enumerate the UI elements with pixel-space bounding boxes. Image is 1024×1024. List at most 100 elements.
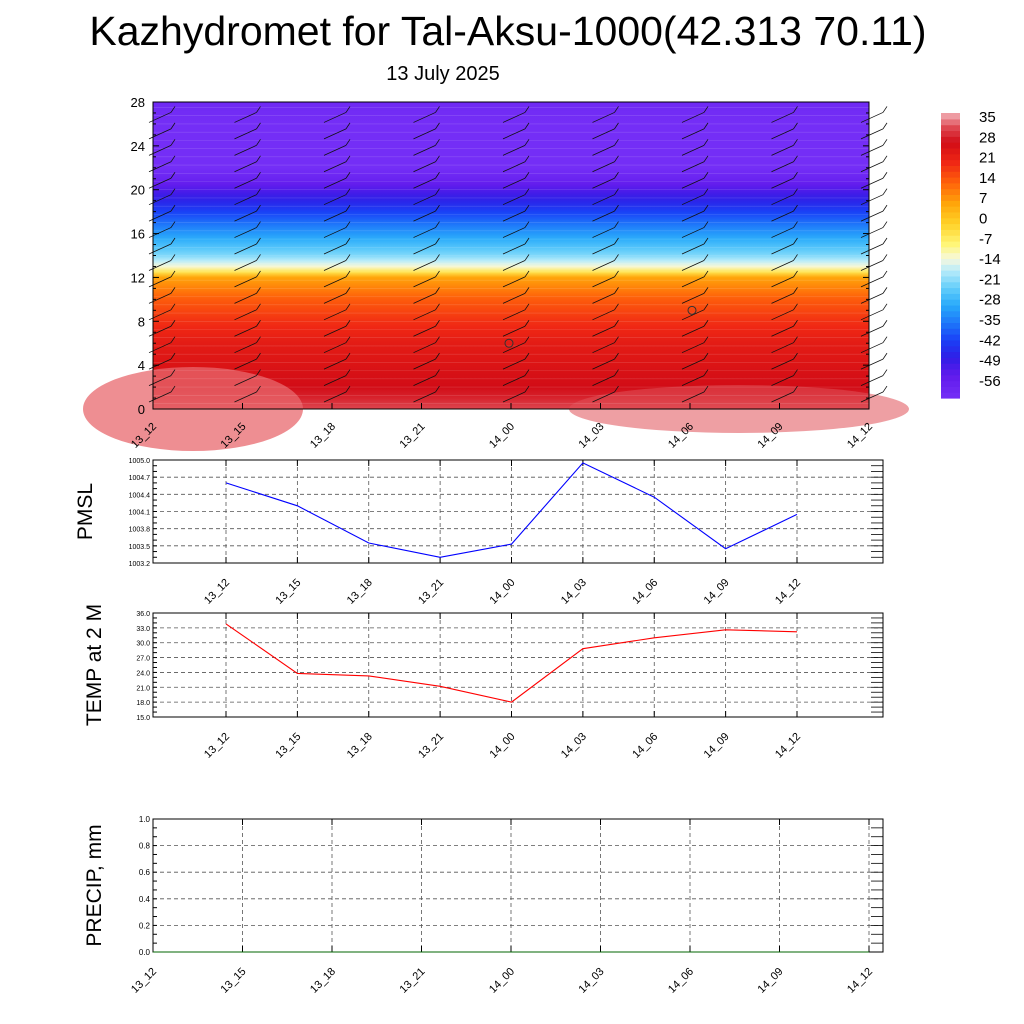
wind-barb bbox=[323, 342, 347, 354]
wind-barb-flag bbox=[882, 303, 888, 311]
wind-barb-flag bbox=[882, 221, 888, 228]
colorbar-label: -35 bbox=[979, 312, 1001, 329]
colorbar-bin bbox=[941, 386, 960, 393]
x-tick-label: 14_09 bbox=[702, 731, 732, 761]
colorbar-bin bbox=[941, 206, 960, 213]
wind-barb bbox=[681, 144, 705, 156]
wind-barb bbox=[502, 391, 526, 403]
wind-barb bbox=[323, 391, 347, 403]
wind-barb bbox=[771, 161, 794, 173]
wind-barb-flag bbox=[614, 254, 619, 261]
wind-barb-flag bbox=[793, 320, 798, 327]
x-tick-label: 14_00 bbox=[488, 577, 518, 607]
wind-barb-flag bbox=[703, 139, 709, 146]
wind-barb-flag bbox=[614, 172, 619, 179]
wind-barb bbox=[592, 161, 615, 173]
y-tick-label: 36.0 bbox=[136, 611, 150, 618]
wind-barb-flag bbox=[524, 320, 530, 327]
wind-barb bbox=[234, 325, 257, 337]
wind-barb bbox=[234, 243, 257, 255]
wind-barb bbox=[771, 276, 794, 288]
x-tick-label: 14_12 bbox=[773, 731, 803, 761]
wind-barbs bbox=[148, 106, 888, 403]
colorbar-bin bbox=[941, 304, 960, 312]
wind-barb-flag bbox=[256, 303, 261, 311]
wind-barb-flag bbox=[435, 155, 440, 163]
wind-barb-flag bbox=[703, 188, 709, 195]
colorbar-bin bbox=[941, 264, 960, 271]
wind-barb-flag bbox=[256, 188, 261, 195]
x-tick-label: 13_12 bbox=[129, 966, 159, 996]
wind-barb-flag bbox=[793, 155, 798, 163]
wind-barb bbox=[592, 194, 615, 206]
wind-barb-flag bbox=[793, 254, 798, 261]
y-tick-label: 20 bbox=[131, 183, 145, 198]
wind-barb bbox=[323, 177, 347, 189]
y-tick-label: 1003.5 bbox=[129, 544, 151, 551]
wind-barb bbox=[592, 358, 615, 370]
colorbar-bin bbox=[941, 392, 960, 399]
wind-barb bbox=[681, 358, 705, 370]
x-tick-label: 13_15 bbox=[273, 731, 303, 761]
colorbar-bin bbox=[941, 252, 960, 260]
wind-barb-flag bbox=[882, 172, 888, 179]
colorbar-bin bbox=[941, 380, 960, 387]
wind-barb bbox=[592, 112, 615, 123]
wind-barb-flag bbox=[793, 122, 798, 130]
wind-barb-flag bbox=[435, 237, 440, 245]
wind-barb bbox=[860, 342, 884, 354]
wind-barb-flag bbox=[614, 336, 619, 343]
wind-barb bbox=[681, 375, 705, 386]
wind-barb-flag bbox=[256, 172, 261, 179]
x-tick-label: 13_18 bbox=[345, 731, 375, 761]
y-tick-label: 4 bbox=[138, 358, 145, 373]
wind-barb-flag bbox=[793, 188, 798, 195]
wind-barb-flag bbox=[256, 320, 261, 327]
x-tick-label: 14_12 bbox=[773, 577, 803, 607]
colorbar-bin bbox=[941, 188, 960, 196]
wind-barb-flag bbox=[435, 221, 440, 228]
wind-barb-flag bbox=[524, 270, 530, 278]
wind-barb-flag bbox=[435, 204, 440, 212]
wind-barb bbox=[860, 177, 884, 189]
wind-barb-flag bbox=[256, 270, 261, 278]
wind-barb bbox=[323, 309, 347, 321]
wind-barb-flag bbox=[882, 385, 888, 393]
wind-barb-flag bbox=[345, 336, 351, 343]
colorbar-bin bbox=[941, 147, 960, 155]
y-tick-label: 30.0 bbox=[136, 641, 150, 648]
wind-barb-flag bbox=[793, 172, 798, 179]
wind-barb-flag bbox=[882, 254, 888, 261]
wind-barb-flag bbox=[524, 254, 530, 261]
wind-barb-flag bbox=[256, 237, 261, 245]
y-tick-label: 1005.0 bbox=[129, 458, 151, 465]
wind-barb bbox=[502, 342, 526, 354]
colorbar-bin bbox=[941, 299, 960, 306]
wind-barb-flag bbox=[435, 369, 440, 376]
wind-barb-flag bbox=[614, 369, 619, 376]
wind-barb-flag bbox=[524, 139, 530, 146]
x-tick-label: 14_03 bbox=[577, 966, 607, 996]
panel-frame bbox=[152, 459, 884, 564]
wind-barb bbox=[413, 128, 436, 140]
colorbar-bin bbox=[941, 171, 960, 178]
wind-barb-flag bbox=[256, 122, 261, 130]
wind-barb-flag bbox=[524, 172, 530, 179]
wind-barb bbox=[234, 260, 257, 271]
wind-barb bbox=[860, 227, 884, 238]
x-tick-label: 14_09 bbox=[702, 577, 732, 607]
wind-barb-flag bbox=[345, 106, 351, 113]
wind-barb-flag bbox=[703, 352, 709, 360]
wind-barb bbox=[234, 276, 257, 288]
colorbar-bin bbox=[941, 153, 960, 161]
wind-barb bbox=[771, 177, 794, 189]
wind-barb bbox=[502, 144, 526, 156]
wind-barb-flag bbox=[882, 287, 888, 294]
wind-barb bbox=[323, 144, 347, 156]
wind-barb bbox=[234, 177, 257, 189]
y-tick-label: 12 bbox=[131, 270, 145, 285]
wind-barb bbox=[413, 276, 436, 288]
wind-barb bbox=[234, 128, 257, 140]
wind-barb bbox=[413, 177, 436, 189]
wind-barb bbox=[323, 194, 347, 206]
